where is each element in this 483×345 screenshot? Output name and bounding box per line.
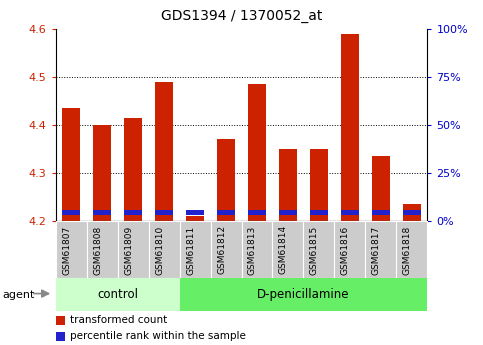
Text: percentile rank within the sample: percentile rank within the sample <box>70 332 246 342</box>
Bar <box>186 210 204 215</box>
Bar <box>217 139 235 221</box>
Bar <box>56 278 180 310</box>
Bar <box>93 125 112 221</box>
Bar <box>403 204 421 221</box>
Bar <box>242 221 272 278</box>
Bar <box>180 221 211 278</box>
Text: GSM61816: GSM61816 <box>341 225 350 275</box>
Bar <box>56 221 86 278</box>
Bar <box>397 221 427 278</box>
Bar <box>117 221 149 278</box>
Bar <box>124 118 142 221</box>
Bar <box>341 210 359 215</box>
Text: transformed count: transformed count <box>70 315 167 325</box>
Bar <box>341 34 359 221</box>
Text: GSM61807: GSM61807 <box>62 225 71 275</box>
Text: D-penicillamine: D-penicillamine <box>257 288 350 300</box>
Bar <box>372 156 390 221</box>
Bar <box>56 315 65 325</box>
Bar <box>279 210 297 215</box>
Text: GSM61811: GSM61811 <box>186 225 195 275</box>
Text: GSM61818: GSM61818 <box>403 225 412 275</box>
Bar <box>186 216 204 221</box>
Bar <box>366 221 397 278</box>
Text: GSM61810: GSM61810 <box>155 225 164 275</box>
Bar <box>372 210 390 215</box>
Text: GDS1394 / 1370052_at: GDS1394 / 1370052_at <box>161 9 322 23</box>
Text: GSM61815: GSM61815 <box>310 225 319 275</box>
Text: GSM61817: GSM61817 <box>372 225 381 275</box>
Text: GSM61808: GSM61808 <box>93 225 102 275</box>
Bar <box>124 210 142 215</box>
Text: control: control <box>97 288 138 300</box>
Bar <box>155 82 173 221</box>
Bar <box>62 108 80 221</box>
Bar <box>310 210 328 215</box>
Bar <box>56 332 65 341</box>
Bar <box>93 210 112 215</box>
Bar <box>86 221 117 278</box>
Text: GSM61813: GSM61813 <box>248 225 257 275</box>
Bar <box>62 210 80 215</box>
Bar <box>334 221 366 278</box>
Bar <box>303 221 334 278</box>
Bar <box>403 210 421 215</box>
Bar <box>279 149 297 221</box>
Text: GSM61814: GSM61814 <box>279 225 288 275</box>
Bar <box>149 221 180 278</box>
Text: GSM61812: GSM61812 <box>217 225 226 275</box>
Bar <box>272 221 303 278</box>
Bar <box>217 210 235 215</box>
Bar <box>155 210 173 215</box>
Bar <box>310 149 328 221</box>
Bar <box>248 210 266 215</box>
Text: GSM61809: GSM61809 <box>124 225 133 275</box>
Bar <box>180 278 427 310</box>
Bar <box>248 85 266 221</box>
Text: agent: agent <box>2 290 35 300</box>
Bar <box>211 221 242 278</box>
